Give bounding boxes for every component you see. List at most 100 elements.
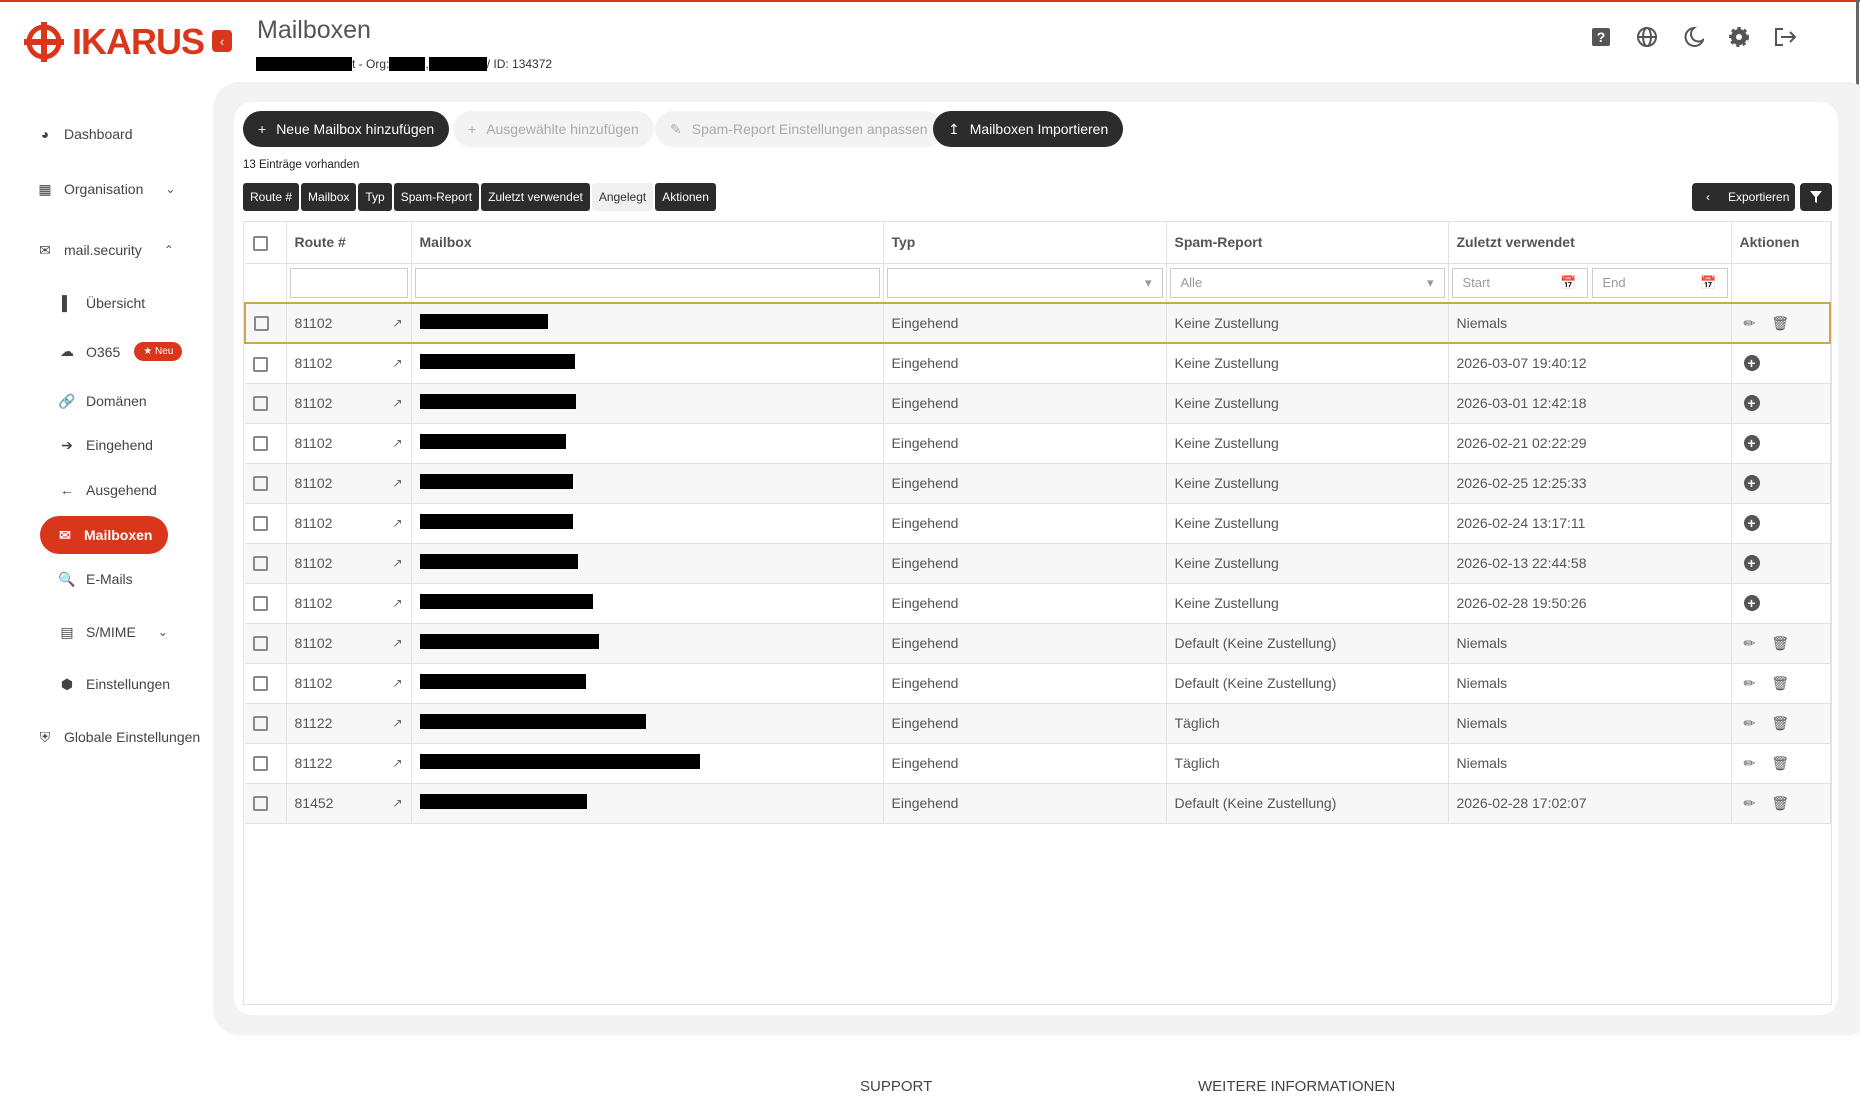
row-checkbox[interactable] [253,716,268,732]
edit-pencil-icon[interactable]: ✏ [1743,634,1756,651]
add-plus-circle-icon[interactable]: + [1743,475,1760,491]
table-row[interactable]: 81102 ↗ Eingehend Keine Zustellung 2026-03-0… [245,343,1831,384]
sidebar-item-globale-einstellungen[interactable]: ⛨ Globale Einstellungen [36,728,200,746]
external-link-icon[interactable]: ↗ [392,596,403,610]
table-row[interactable]: 81102 ↗ Eingehend Keine Zustellung 2026-02-2… [245,463,1831,504]
import-mailboxes-button[interactable]: ↥ Mailboxen Importieren [933,111,1124,147]
calendar-icon[interactable]: 📅 [1560,274,1577,290]
add-plus-circle-icon[interactable]: + [1743,435,1760,451]
globe-icon[interactable] [1634,24,1660,50]
sidebar-item-übersicht[interactable]: ▌ Übersicht [58,294,145,312]
external-link-icon[interactable]: ↗ [392,636,403,650]
export-button[interactable]: ‹ Exportieren [1692,183,1795,211]
external-link-icon[interactable]: ↗ [392,756,403,770]
sidebar-item-mail-security[interactable]: ✉ mail.security ⌃ [36,241,174,259]
footer-support[interactable]: SUPPORT [860,1078,933,1095]
delete-trash-icon[interactable]: 🗑 [1771,714,1790,731]
add-selected-button[interactable]: + Ausgewählte hinzufügen [453,111,654,147]
table-row[interactable]: 81102 ↗ Eingehend Keine Zustellung 2026-03-0… [245,383,1831,424]
delete-trash-icon[interactable]: 🗑 [1771,314,1790,331]
spam-report-settings-button[interactable]: ✎ Spam-Report Einstellungen anpassen [655,111,943,147]
external-link-icon[interactable]: ↗ [392,476,403,490]
sidebar-item-domänen[interactable]: 🔗 Domänen [58,392,146,410]
external-link-icon[interactable]: ↗ [392,396,403,410]
header-mailbox[interactable]: Mailbox [411,222,884,264]
row-checkbox[interactable] [253,436,268,452]
add-mailbox-button[interactable]: + Neue Mailbox hinzufügen [243,111,450,147]
table-row[interactable]: 81102 ↗ Eingehend Keine Zustellung 2026-02-2… [245,423,1831,464]
column-toggle-angelegt[interactable]: Angelegt [591,183,654,211]
table-row[interactable]: 81122 ↗ Eingehend Täglich Niemals ✏ 🗑 [245,743,1831,784]
sidebar-item-einstellungen[interactable]: ⬢ Einstellungen [58,675,170,693]
moon-icon[interactable] [1680,24,1706,50]
add-plus-circle-icon[interactable]: + [1743,595,1760,611]
add-plus-circle-icon[interactable]: + [1743,515,1760,531]
edit-pencil-icon[interactable]: ✏ [1743,714,1756,731]
external-link-icon[interactable]: ↗ [392,316,403,330]
header-typ[interactable]: Typ [883,222,1167,264]
column-toggle-aktionen[interactable]: Aktionen [655,183,716,211]
mailbox-filter-input[interactable] [414,267,880,298]
row-checkbox[interactable] [253,636,268,652]
table-row[interactable]: 81102 ↗ Eingehend Keine Zustellung 2026-02-1… [245,543,1831,584]
row-checkbox[interactable] [253,596,268,612]
column-toggle-spam-report[interactable]: Spam-Report [393,183,480,211]
external-link-icon[interactable]: ↗ [392,356,403,371]
help-icon[interactable]: ? [1588,24,1614,50]
filter-button[interactable] [1800,183,1832,211]
calendar-icon[interactable]: 📅 [1700,274,1717,290]
collapse-sidebar-button[interactable]: ‹ [212,30,232,52]
sidebar-item-organisation[interactable]: ▦ Organisation ⌄ [36,180,175,198]
row-checkbox[interactable] [253,796,268,812]
end-date-input[interactable]: End 📅 [1591,267,1728,298]
row-checkbox[interactable] [253,556,268,572]
table-row[interactable]: 81452 ↗ Eingehend Default (Keine Zustellung… [245,783,1831,824]
add-plus-circle-icon[interactable]: + [1743,555,1760,571]
edit-pencil-icon[interactable]: ✏ [1743,314,1756,331]
sidebar-item-eingehend[interactable]: ➔ Eingehend [58,436,153,454]
table-row[interactable]: 81102 ↗ Eingehend Default (Keine Zustellung… [245,623,1831,664]
external-link-icon[interactable]: ↗ [392,556,403,570]
chevron-up-icon[interactable]: ⌃ [163,243,174,257]
table-row[interactable]: 81122 ↗ Eingehend Täglich Niemals ✏ 🗑 [245,703,1831,744]
external-link-icon[interactable]: ↗ [392,676,403,690]
table-row[interactable]: 81102 ↗ Eingehend Keine Zustellung 2026-02-2… [245,503,1831,544]
add-plus-circle-icon[interactable]: + [1743,355,1760,372]
route-filter-input[interactable] [289,267,408,298]
gear-icon[interactable] [1726,24,1752,50]
row-checkbox[interactable] [254,316,269,332]
chevron-down-icon[interactable]: ⌄ [165,182,176,196]
column-toggle-typ[interactable]: Typ [358,183,392,211]
delete-trash-icon[interactable]: 🗑 [1771,674,1790,691]
header-spam-report[interactable]: Spam-Report [1166,222,1449,264]
column-toggle-zuletzt-verwendet[interactable]: Zuletzt verwendet [481,183,590,211]
sidebar-item-dashboard[interactable]: ◕ Dashboard [36,125,133,143]
table-row[interactable]: 81102 ↗ Eingehend Keine Zustellung 2026-02-2… [245,583,1831,624]
external-link-icon[interactable]: ↗ [392,436,403,450]
spam-filter-select[interactable]: Alle ▾ [1169,267,1445,298]
row-checkbox[interactable] [253,356,268,372]
sidebar-item-ausgehend[interactable]: ← Ausgehend [58,481,157,499]
select-all-checkbox[interactable] [253,235,268,251]
chevron-down-icon[interactable]: ⌄ [157,625,168,639]
header-last-used[interactable]: Zuletzt verwendet [1448,222,1732,264]
column-toggle-route-[interactable]: Route # [243,183,300,211]
external-link-icon[interactable]: ↗ [392,716,403,730]
table-row[interactable]: 81102 ↗ Eingehend Default (Keine Zustellung… [245,663,1831,704]
delete-trash-icon[interactable]: 🗑 [1771,794,1790,811]
footer-more-info[interactable]: WEITERE INFORMATIONEN [1198,1078,1396,1095]
external-link-icon[interactable]: ↗ [392,516,403,530]
column-toggle-mailbox[interactable]: Mailbox [301,183,357,211]
delete-trash-icon[interactable]: 🗑 [1771,634,1790,651]
sidebar-item-mailboxen[interactable]: ✉ Mailboxen [40,516,169,554]
row-checkbox[interactable] [253,676,268,692]
sidebar-item-o365[interactable]: ☁ O365 ★ Neu [58,342,183,361]
edit-pencil-icon[interactable]: ✏ [1743,674,1756,691]
ikarus-logo[interactable]: IKARUS [22,20,205,64]
start-date-input[interactable]: Start 📅 [1451,267,1588,298]
edit-pencil-icon[interactable]: ✏ [1743,794,1756,811]
row-checkbox[interactable] [253,756,268,772]
sidebar-item-s-mime[interactable]: ▤ S/MIME ⌄ [58,623,168,641]
edit-pencil-icon[interactable]: ✏ [1743,754,1756,771]
external-link-icon[interactable]: ↗ [392,796,403,810]
